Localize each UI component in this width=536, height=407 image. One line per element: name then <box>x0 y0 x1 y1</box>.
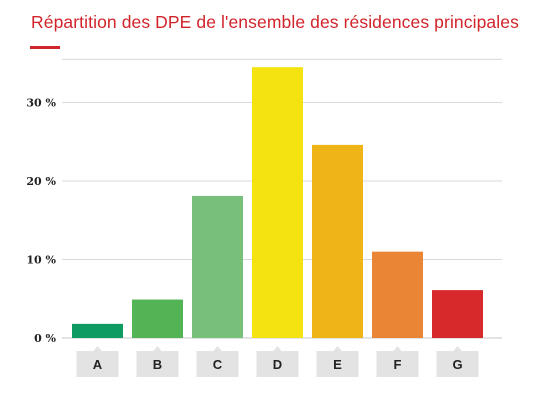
x-tick-label: G <box>452 357 462 372</box>
tab-pointer <box>136 346 179 352</box>
x-tick-label: C <box>213 357 223 372</box>
bar-d <box>252 67 303 339</box>
category-tab: E <box>316 346 359 377</box>
tab-box <box>436 351 479 377</box>
x-tick-label: B <box>153 357 162 372</box>
tab-pointer <box>316 346 359 352</box>
tab-box <box>76 351 119 377</box>
y-tick-label: 10 % <box>26 254 56 267</box>
tab-box <box>136 351 179 377</box>
tab-pointer <box>196 346 239 352</box>
category-tab: B <box>136 346 179 377</box>
category-tab: F <box>376 346 419 377</box>
tab-box <box>316 351 359 377</box>
bar-a <box>72 323 123 338</box>
bar-g <box>432 290 483 338</box>
x-tick-label: F <box>394 357 402 372</box>
bar-f <box>372 251 423 338</box>
category-tab: C <box>196 346 239 377</box>
tab-box <box>256 351 299 377</box>
bar-e <box>312 144 363 338</box>
x-tick-label: E <box>333 357 342 372</box>
tab-pointer <box>76 346 119 352</box>
y-tick-label: 20 % <box>26 175 56 188</box>
x-tick-label: D <box>273 357 282 372</box>
x-axis: A B C D E F G <box>76 346 479 377</box>
y-tick-label: 30 % <box>26 97 56 110</box>
chart-title: Répartition des DPE de l'ensemble des ré… <box>31 12 519 32</box>
category-tab: D <box>256 346 299 377</box>
x-tick-label: A <box>93 357 103 372</box>
tab-box <box>196 351 239 377</box>
tab-pointer <box>256 346 299 352</box>
tab-pointer <box>376 346 419 352</box>
bar-b <box>132 299 183 338</box>
bar-c <box>192 195 243 338</box>
category-tab: G <box>436 346 479 377</box>
tab-pointer <box>436 346 479 352</box>
category-tab: A <box>76 346 119 377</box>
y-tick-label: 0 % <box>34 332 56 345</box>
title-underline <box>30 46 60 49</box>
bars <box>72 67 483 339</box>
tab-box <box>376 351 419 377</box>
y-axis: 0 % 10 % 20 % 30 % <box>26 97 56 346</box>
